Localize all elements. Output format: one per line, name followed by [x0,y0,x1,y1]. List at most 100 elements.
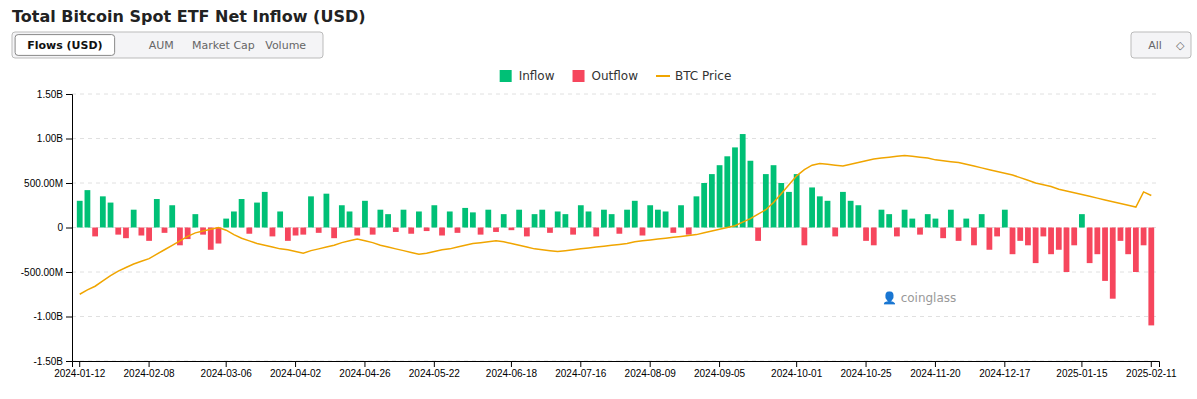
x-tick-mark [434,361,435,367]
x-tick: 2024-10-01 [771,361,823,379]
bar [1141,228,1147,246]
tab-label: AUM [149,39,174,52]
legend-swatch [573,70,585,82]
x-tick-label: 2024-05-22 [409,368,461,379]
bar [848,201,854,228]
bar [493,228,499,232]
y-tick-mark [66,361,72,362]
bar [347,211,353,227]
bar [1087,228,1093,264]
x-tick: 2024-08-09 [625,361,677,379]
x-tick-label: 2024-04-02 [270,368,322,379]
x-tick: 2024-11-20 [910,361,961,379]
bar [370,228,376,235]
bar [956,228,962,241]
bar [647,205,653,227]
bar [447,211,453,227]
x-tick: 2025-02-11 [1126,361,1177,379]
x-tick-label: 2024-01-12 [54,368,106,379]
bar [987,228,993,250]
bar [902,210,908,228]
bar [794,174,800,227]
y-tick-label: 500.00M [24,178,63,189]
tab-label: Volume [265,39,306,52]
y-tick-mark [66,272,72,273]
active-tab-box [15,35,115,56]
bar [85,190,91,227]
bar [1048,228,1054,255]
x-tick-label: 2024-07-16 [555,368,607,379]
bar [115,228,121,235]
bar [570,228,576,235]
bar [786,192,792,228]
legend-swatch [656,75,670,77]
bar [894,228,900,237]
x-tick-label: 2024-10-25 [840,368,892,379]
x-tick-label: 2024-11-20 [910,368,961,379]
bar [92,228,98,237]
bar [408,228,414,234]
legend-label: Inflow [519,69,555,83]
y-tick-label: 0 [57,222,63,233]
x-tick: 2024-04-02 [270,361,322,379]
bar [963,219,969,228]
x-tick-label: 2024-06-18 [486,368,538,379]
y-tick-mark [66,228,72,229]
bar [223,219,229,228]
bar [192,214,198,227]
bar [655,210,661,228]
bar [948,210,954,228]
x-tick: 2025-01-15 [1056,361,1108,379]
bar [108,203,114,228]
legend-label: BTC Price [675,69,731,83]
watermark: 👤 coinglass [882,291,957,305]
x-tick-mark [364,361,365,367]
x-tick-mark [935,361,936,367]
plot-area: 1.50B1.00B500.00M0-500.00M-1.00B-1.50B20… [21,89,1177,379]
bar [933,219,939,228]
bar [593,228,599,237]
y-tick-mark [66,183,72,184]
tab-label: Flows (USD) [27,39,102,52]
bar [162,228,168,233]
bar [547,228,553,233]
x-tick-label: 2024-04-26 [339,368,391,379]
dropdown-label: All [1148,39,1162,52]
bar [524,228,530,237]
bar [539,210,545,228]
bar [270,228,276,237]
bar [663,211,669,227]
x-tick-label: 2024-08-09 [625,368,677,379]
bar [724,156,730,227]
x-tick-label: 2024-10-01 [771,368,823,379]
grid-line [72,183,1159,184]
x-tick-mark [79,361,80,367]
bar [640,228,646,236]
x-tick-mark [226,361,227,367]
chart: Total Bitcoin Spot ETF Net Inflow (USD) F… [0,0,1197,399]
bar [632,201,638,228]
x-tick-mark [1004,361,1005,367]
tab-bar-box [12,32,323,58]
bar [246,228,252,234]
x-tick-label: 2025-01-15 [1056,368,1108,379]
title: Total Bitcoin Spot ETF Net Inflow (USD) [12,7,366,26]
x-tick-label: 2025-02-11 [1126,368,1177,379]
bar [1025,228,1031,246]
bar [462,208,468,228]
grid-line [72,272,1159,273]
bar [532,214,538,227]
bar [809,187,815,227]
x-axis-line [73,362,1160,368]
y-tick: -1.50B [34,356,72,367]
bar [624,210,630,228]
x-tick: 2024-03-06 [201,361,253,379]
bar [277,211,283,227]
bar [231,211,237,227]
bar [77,201,83,228]
y-tick: 1.00B [37,133,72,144]
x-tick-mark [650,361,651,367]
bar [601,210,607,228]
x-tick-mark [719,361,720,367]
bar [416,211,422,227]
